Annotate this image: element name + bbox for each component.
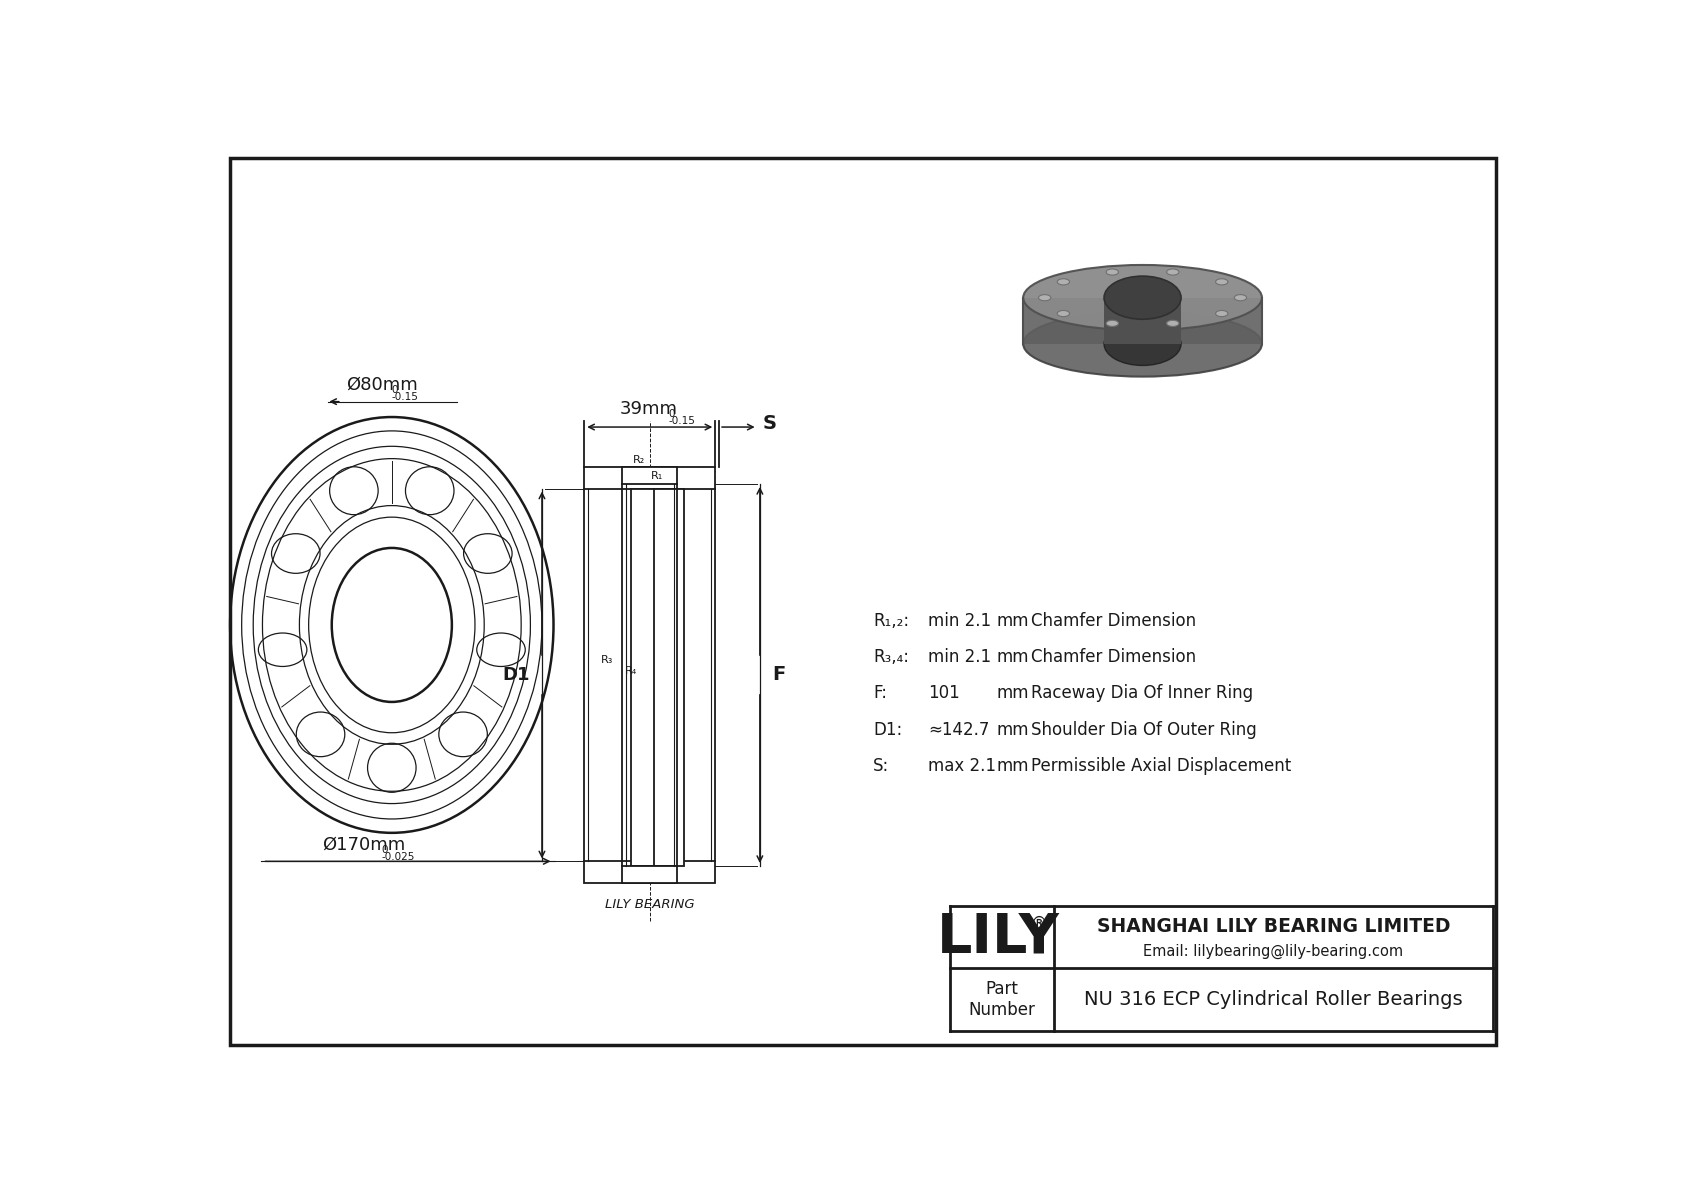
Text: -0.15: -0.15 (669, 417, 695, 426)
Bar (630, 488, 662, 866)
Ellipse shape (1167, 269, 1179, 275)
Text: max 2.1: max 2.1 (928, 756, 997, 775)
Text: -0.15: -0.15 (392, 392, 419, 403)
Text: 101: 101 (928, 685, 960, 703)
Text: Chamfer Dimension: Chamfer Dimension (1031, 648, 1196, 666)
Text: D1: D1 (502, 666, 530, 684)
Text: Raceway Dia Of Inner Ring: Raceway Dia Of Inner Ring (1031, 685, 1253, 703)
Text: ≈142.7: ≈142.7 (928, 721, 990, 738)
Text: 39mm: 39mm (620, 400, 677, 418)
Ellipse shape (1058, 311, 1069, 317)
Text: mm: mm (997, 756, 1029, 775)
Text: F: F (773, 666, 785, 685)
Text: Email: lilybearing@lily-bearing.com: Email: lilybearing@lily-bearing.com (1143, 944, 1403, 959)
Text: min 2.1: min 2.1 (928, 612, 992, 630)
Text: mm: mm (997, 685, 1029, 703)
Ellipse shape (1058, 279, 1069, 285)
Text: 0: 0 (669, 410, 675, 419)
Text: ®: ® (1031, 915, 1047, 933)
Text: -0.025: -0.025 (381, 852, 414, 862)
Ellipse shape (1216, 279, 1228, 285)
Ellipse shape (1024, 311, 1261, 376)
Text: F:: F: (872, 685, 887, 703)
Text: 0: 0 (392, 386, 399, 395)
Text: NU 316 ECP Cylindrical Roller Bearings: NU 316 ECP Cylindrical Roller Bearings (1084, 990, 1463, 1009)
Bar (653, 488, 684, 866)
Text: R₃,₄:: R₃,₄: (872, 648, 909, 666)
Ellipse shape (1234, 294, 1246, 301)
Text: 0: 0 (381, 846, 387, 855)
Text: R₁,₂:: R₁,₂: (872, 612, 909, 630)
Text: S: S (763, 414, 776, 434)
Text: Ø80mm: Ø80mm (345, 376, 418, 394)
Text: mm: mm (997, 721, 1029, 738)
Text: LILY: LILY (936, 910, 1059, 965)
Text: D1:: D1: (872, 721, 903, 738)
Text: Chamfer Dimension: Chamfer Dimension (1031, 612, 1196, 630)
Bar (621, 467, 677, 484)
Text: mm: mm (997, 612, 1029, 630)
Text: R₁: R₁ (652, 470, 663, 481)
Ellipse shape (1039, 294, 1051, 301)
Text: Shoulder Dia Of Outer Ring: Shoulder Dia Of Outer Ring (1031, 721, 1256, 738)
Bar (584, 861, 716, 883)
Text: R₄: R₄ (625, 666, 637, 676)
Text: SHANGHAI LILY BEARING LIMITED: SHANGHAI LILY BEARING LIMITED (1096, 917, 1450, 936)
Text: min 2.1: min 2.1 (928, 648, 992, 666)
PathPatch shape (1105, 298, 1180, 344)
Ellipse shape (1106, 269, 1118, 275)
Text: mm: mm (997, 648, 1029, 666)
Text: Permissible Axial Displacement: Permissible Axial Displacement (1031, 756, 1292, 775)
Text: R₂: R₂ (633, 455, 645, 464)
Text: Part
Number: Part Number (968, 980, 1036, 1019)
Text: Ø170mm: Ø170mm (323, 836, 406, 854)
Text: LILY BEARING: LILY BEARING (605, 898, 694, 911)
Ellipse shape (1024, 264, 1261, 330)
Ellipse shape (1105, 276, 1180, 319)
PathPatch shape (1024, 298, 1261, 344)
Text: R₃: R₃ (601, 655, 613, 665)
Bar (584, 467, 716, 488)
Text: S:: S: (872, 756, 889, 775)
Ellipse shape (1216, 311, 1228, 317)
Ellipse shape (1167, 320, 1179, 326)
Ellipse shape (1105, 323, 1180, 366)
Ellipse shape (1106, 320, 1118, 326)
Bar (621, 866, 677, 883)
